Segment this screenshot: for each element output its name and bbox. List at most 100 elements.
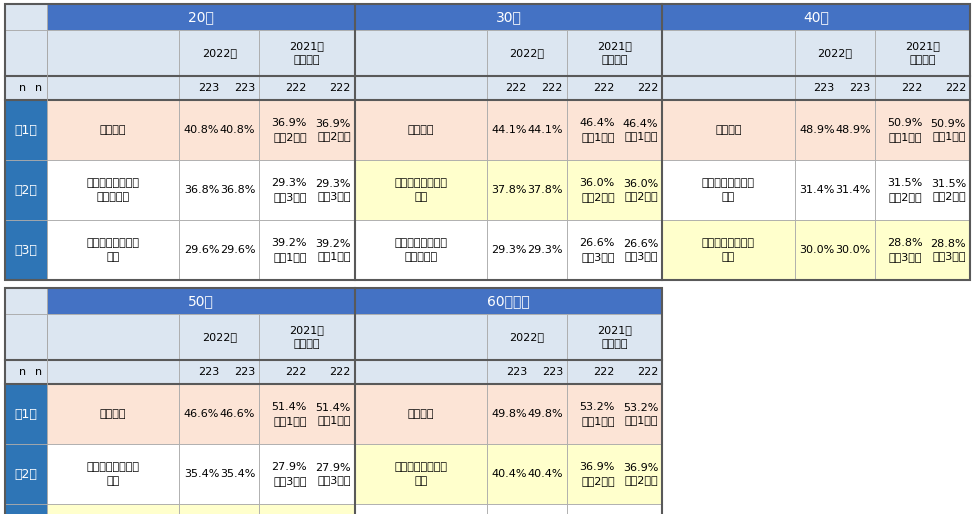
Text: n: n: [19, 367, 26, 377]
Bar: [355, 504, 487, 514]
Text: n: n: [35, 83, 42, 93]
Text: 50.9%
（第1位）: 50.9% （第1位）: [887, 118, 922, 141]
Bar: [875, 76, 970, 100]
Text: n: n: [35, 367, 42, 377]
Text: 36.9%
（第2位）: 36.9% （第2位）: [272, 118, 307, 141]
Text: 27.9%
（第3位）: 27.9% （第3位）: [315, 463, 351, 485]
Bar: [566, 314, 662, 360]
Text: 31.4%: 31.4%: [800, 185, 835, 195]
Bar: [179, 384, 259, 444]
Bar: [662, 100, 795, 160]
Text: 46.4%
（第1位）: 46.4% （第1位）: [579, 118, 614, 141]
Text: 30.0%: 30.0%: [800, 245, 835, 255]
Bar: [487, 360, 566, 384]
Text: 222: 222: [541, 83, 563, 93]
Bar: [355, 384, 487, 444]
Text: 60代以上: 60代以上: [488, 294, 529, 308]
Text: 29.6%: 29.6%: [184, 245, 219, 255]
Text: 222: 222: [506, 83, 526, 93]
Text: 第1位: 第1位: [15, 408, 37, 420]
Text: 36.0%
（第2位）: 36.0% （第2位）: [579, 178, 614, 201]
Text: 222: 222: [330, 367, 351, 377]
Text: 36.9%
（第2位）: 36.9% （第2位）: [623, 463, 658, 485]
Text: 28.8%
（第3位）: 28.8% （第3位）: [930, 239, 966, 261]
Bar: [875, 100, 970, 160]
Text: 2022年: 2022年: [202, 332, 237, 342]
Bar: [566, 360, 662, 384]
Text: 特に準備はしてい
ない: 特に準備はしてい ない: [87, 463, 139, 486]
Text: 第2位: 第2位: [15, 183, 37, 196]
Text: 30代: 30代: [495, 10, 522, 24]
Text: 36.0%
（第2位）: 36.0% （第2位）: [623, 179, 658, 201]
Text: 2021年
（順位）: 2021年 （順位）: [905, 42, 940, 65]
Text: 37.8%: 37.8%: [491, 185, 526, 195]
Text: 2021年
（順位）: 2021年 （順位）: [598, 325, 632, 348]
Text: 40.4%: 40.4%: [491, 469, 526, 479]
Text: 貯蓄やその他金融
資産: 貯蓄やその他金融 資産: [702, 238, 755, 262]
Bar: [487, 30, 566, 76]
Text: 223: 223: [234, 83, 255, 93]
Text: 223: 223: [234, 367, 255, 377]
Text: 222: 222: [593, 83, 614, 93]
Text: 第1位: 第1位: [15, 123, 37, 137]
Bar: [5, 444, 47, 504]
Bar: [355, 220, 487, 280]
Text: 35.4%: 35.4%: [184, 469, 219, 479]
Text: 223: 223: [506, 367, 526, 377]
Bar: [47, 160, 179, 220]
Bar: [5, 4, 47, 30]
Text: 49.8%: 49.8%: [491, 409, 526, 419]
Text: 48.9%: 48.9%: [799, 125, 835, 135]
Bar: [795, 160, 875, 220]
Text: 46.6%: 46.6%: [184, 409, 219, 419]
Text: 40.8%: 40.8%: [219, 125, 255, 135]
Text: 貯蓄やその他金融
資産: 貯蓄やその他金融 資産: [394, 178, 448, 201]
Bar: [47, 444, 179, 504]
Bar: [355, 288, 662, 314]
Text: 40.4%: 40.4%: [527, 469, 563, 479]
Text: 2022年: 2022年: [202, 48, 237, 58]
Text: 50.9%
（第1位）: 50.9% （第1位）: [930, 119, 966, 141]
Text: 2021年
（順位）: 2021年 （順位）: [598, 42, 632, 65]
Bar: [487, 160, 566, 220]
Bar: [5, 4, 970, 280]
Bar: [179, 100, 259, 160]
Bar: [47, 288, 355, 314]
Bar: [355, 100, 487, 160]
Bar: [355, 76, 487, 100]
Bar: [566, 220, 662, 280]
Bar: [47, 384, 179, 444]
Text: 共済等の地震保険
以外の補償: 共済等の地震保険 以外の補償: [87, 178, 139, 201]
Text: 26.6%
（第3位）: 26.6% （第3位）: [623, 239, 658, 261]
Text: 46.4%
（第1位）: 46.4% （第1位）: [623, 119, 658, 141]
Bar: [259, 160, 355, 220]
Bar: [795, 100, 875, 160]
Bar: [662, 30, 795, 76]
Text: 2022年: 2022年: [510, 332, 544, 342]
Text: 第3位: 第3位: [15, 244, 37, 256]
Bar: [179, 30, 259, 76]
Bar: [566, 504, 662, 514]
Bar: [259, 314, 355, 360]
Bar: [47, 314, 179, 360]
Text: 30.0%: 30.0%: [836, 245, 871, 255]
Bar: [566, 30, 662, 76]
Text: 特に準備はしてい
ない: 特に準備はしてい ない: [702, 178, 755, 201]
Text: 53.2%
（第1位）: 53.2% （第1位）: [579, 402, 614, 426]
Text: 222: 222: [286, 367, 307, 377]
Text: 40.8%: 40.8%: [184, 125, 219, 135]
Bar: [259, 360, 355, 384]
Text: 49.8%: 49.8%: [527, 409, 563, 419]
Bar: [662, 4, 970, 30]
Bar: [355, 160, 487, 220]
Bar: [47, 220, 179, 280]
Bar: [179, 360, 259, 384]
Text: 36.8%: 36.8%: [184, 185, 219, 195]
Bar: [5, 504, 47, 514]
Text: 2022年: 2022年: [510, 48, 544, 58]
Text: 223: 223: [542, 367, 563, 377]
Bar: [795, 30, 875, 76]
Text: 40代: 40代: [803, 10, 829, 24]
Bar: [259, 504, 355, 514]
Text: 222: 222: [330, 83, 351, 93]
